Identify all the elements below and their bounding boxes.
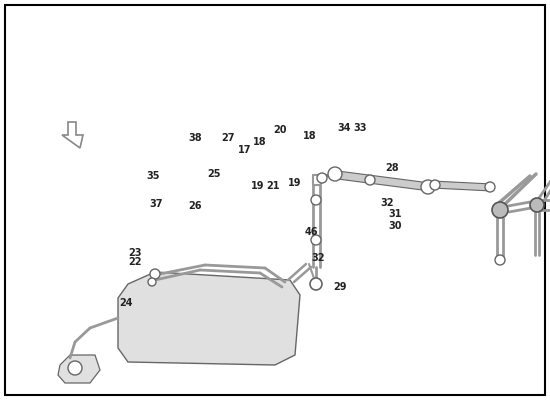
Text: 18: 18 xyxy=(303,131,316,141)
Text: 18: 18 xyxy=(253,137,266,147)
Text: 30: 30 xyxy=(388,221,401,231)
Text: 32: 32 xyxy=(380,198,393,208)
Text: 17: 17 xyxy=(238,145,251,155)
Circle shape xyxy=(311,235,321,245)
Text: 24: 24 xyxy=(120,298,133,308)
Circle shape xyxy=(328,167,342,181)
Text: 19: 19 xyxy=(251,181,264,191)
Polygon shape xyxy=(432,181,492,191)
Text: 29: 29 xyxy=(333,282,346,292)
Circle shape xyxy=(421,180,435,194)
Circle shape xyxy=(68,361,82,375)
Polygon shape xyxy=(58,355,100,383)
Circle shape xyxy=(310,278,322,290)
Text: 26: 26 xyxy=(189,201,202,211)
Circle shape xyxy=(485,182,495,192)
Text: 21: 21 xyxy=(266,181,279,191)
Text: 22: 22 xyxy=(128,257,141,267)
Text: 32: 32 xyxy=(311,253,324,263)
Polygon shape xyxy=(62,122,83,148)
Circle shape xyxy=(148,278,156,286)
Text: 23: 23 xyxy=(128,248,141,258)
Text: 38: 38 xyxy=(189,133,202,143)
Circle shape xyxy=(495,255,505,265)
Text: 20: 20 xyxy=(274,125,287,135)
Polygon shape xyxy=(118,272,300,365)
Text: 19: 19 xyxy=(288,178,301,188)
Circle shape xyxy=(317,173,327,183)
Text: 27: 27 xyxy=(222,133,235,143)
Text: 33: 33 xyxy=(354,123,367,133)
Circle shape xyxy=(365,175,375,185)
Circle shape xyxy=(492,202,508,218)
Text: 28: 28 xyxy=(386,163,399,173)
Text: 37: 37 xyxy=(149,199,162,209)
Circle shape xyxy=(150,269,160,279)
Text: 46: 46 xyxy=(305,227,318,237)
Text: 25: 25 xyxy=(208,169,221,179)
Polygon shape xyxy=(330,170,430,191)
Text: 31: 31 xyxy=(388,209,401,219)
Circle shape xyxy=(530,198,544,212)
Circle shape xyxy=(311,195,321,205)
Circle shape xyxy=(430,180,440,190)
Text: 35: 35 xyxy=(146,171,160,181)
Text: 34: 34 xyxy=(338,123,351,133)
